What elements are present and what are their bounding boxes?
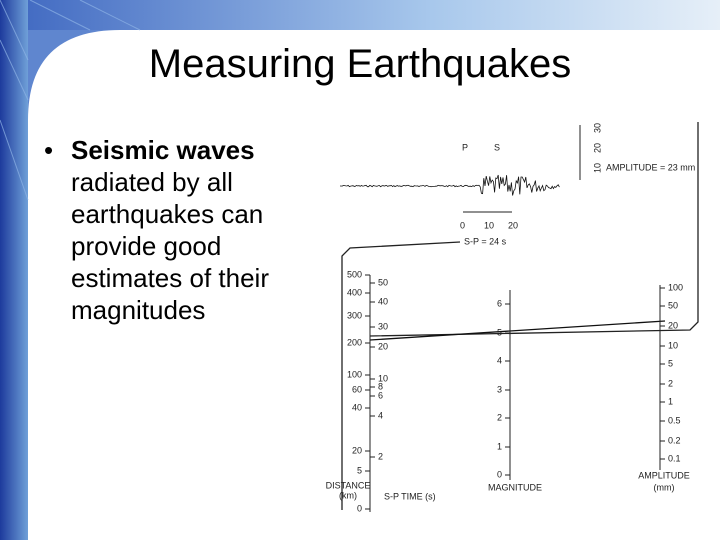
time-tick-label: 20 [508,220,518,230]
bullet-line: magnitudes [71,295,206,325]
tick-label: 50 [378,277,388,287]
tick-label: 1 [497,441,502,451]
tick-label: 40 [378,296,388,306]
time-tick-label: 10 [484,220,494,230]
tick-label: 0.2 [668,435,681,445]
tick-label: 20 [378,341,388,351]
amp-tick-label: 30 [592,123,602,133]
amplitude-reading: AMPLITUDE = 23 mm [606,162,695,172]
tick-label: 5 [668,358,673,368]
axis-label: (mm) [654,482,675,492]
tick-label: 0.5 [668,415,681,425]
tick-label: 200 [347,337,362,347]
p-label: P [462,142,468,152]
tick-label: 5 [497,327,502,337]
tick-label: 0 [357,503,362,513]
tick-label: 4 [378,410,383,420]
axis-label: (km) [339,490,357,500]
tick-label: 100 [668,282,683,292]
slide-title: Measuring Earthquakes [148,42,572,86]
tick-label: 10 [668,340,678,350]
axis-label: DISTANCE [326,480,371,490]
axis-label: MAGNITUDE [488,482,542,492]
tick-label: 20 [352,445,362,455]
axis-label: S-P TIME (s) [384,491,436,501]
tick-label: 8 [378,381,383,391]
tick-label: 100 [347,369,362,379]
bullet-line: estimates of their [71,263,269,293]
amp-tick-label: 20 [592,143,602,153]
tick-label: 30 [378,321,388,331]
time-tick-label: 0 [460,220,465,230]
tick-label: 5 [357,465,362,475]
bullet-line: radiated by all [71,167,233,197]
tick-label: 3 [497,384,502,394]
axis-label: AMPLITUDE [638,470,690,480]
tick-label: 6 [497,298,502,308]
tick-label: 0.1 [668,453,681,463]
tick-label: 500 [347,269,362,279]
tick-label: 2 [378,451,383,461]
reading-line [369,320,666,341]
tick-label: 10 [378,373,388,383]
bullet: • Seismic waves radiated by all earthquake… [44,135,269,325]
tick-label: 50 [668,300,678,310]
bullet-line: provide good [71,231,222,261]
sp-reading: S-P = 24 s [464,236,507,246]
connector [369,122,699,337]
bullet-line: Seismic waves [71,135,255,165]
bullet-line: earthquakes can [71,199,264,229]
tick-label: 1 [668,396,673,406]
connector [341,241,461,510]
tick-label: 0 [497,469,502,479]
tick-label: 6 [378,390,383,400]
seismogram-trace [340,174,560,196]
tick-label: 2 [668,378,673,388]
tick-label: 20 [668,320,678,330]
tick-label: 40 [352,402,362,412]
tick-label: 2 [497,412,502,422]
tick-label: 4 [497,355,502,365]
amp-tick-label: 10 [592,163,602,173]
s-label: S [494,142,500,152]
tick-label: 60 [352,384,362,394]
tick-label: 400 [347,287,362,297]
tick-label: 300 [347,310,362,320]
